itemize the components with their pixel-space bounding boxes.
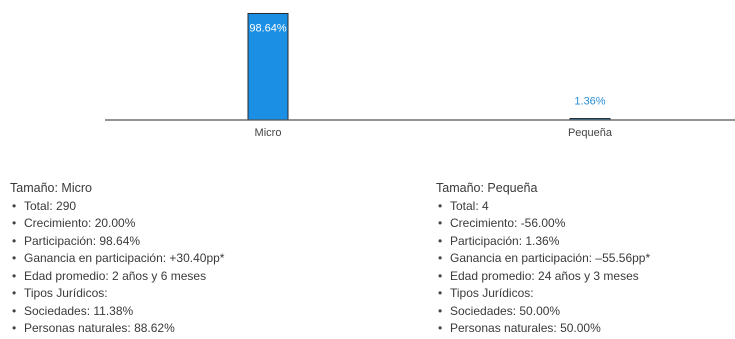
x-tick-label: Pequeña (568, 127, 613, 139)
list-item: Total: 4 (438, 198, 650, 216)
panel-title: Tamaño: Micro (10, 181, 92, 195)
list-item: Crecimiento: -56.00% (438, 215, 650, 233)
list-item: Personas naturales: 88.62% (12, 320, 224, 338)
list-item: Ganancia en participación: +30.40pp* (12, 250, 225, 268)
panel-title: Tamaño: Pequeña (436, 181, 538, 195)
panel-list: Total: 4 Crecimiento: -56.00% Participac… (436, 198, 650, 338)
bars-layer: 98.64% 1.36% (247, 12, 611, 121)
bar-chart: 98.64% 1.36% Micro Pequeña (105, 12, 735, 139)
list-item: Participación: 98.64% (12, 233, 224, 251)
list-item: Participación: 1.36% (438, 233, 650, 251)
panel-pequena: Tamaño: Pequeña Total: 4 Crecimiento: -5… (436, 180, 650, 338)
data-label: 1.36% (574, 96, 605, 108)
panel-micro: Tamaño: Micro Total: 290 Crecimiento: 20… (10, 180, 224, 338)
data-label: 98.64% (249, 22, 287, 34)
list-item: Sociedades: 11.38% (12, 303, 224, 321)
bar-micro (247, 12, 289, 121)
list-item: Crecimiento: 20.00% (12, 215, 224, 233)
list-item: Edad promedio: 24 años y 3 meses (438, 268, 650, 286)
list-item: Tipos Jurídicos: (12, 285, 224, 303)
x-tick-label: Micro (255, 127, 282, 139)
panel-list: Total: 290 Crecimiento: 20.00% Participa… (10, 198, 225, 338)
list-item: Sociedades: 50.00% (438, 303, 650, 321)
list-item: Tipos Jurídicos: (438, 285, 650, 303)
list-item: Edad promedio: 2 años y 6 meses (12, 268, 224, 286)
list-item: Ganancia en participación: –55.56pp* (438, 250, 650, 268)
list-item: Total: 290 (12, 198, 224, 216)
list-item: Personas naturales: 50.00% (438, 320, 650, 338)
tick-labels-layer: Micro Pequeña (255, 127, 613, 139)
